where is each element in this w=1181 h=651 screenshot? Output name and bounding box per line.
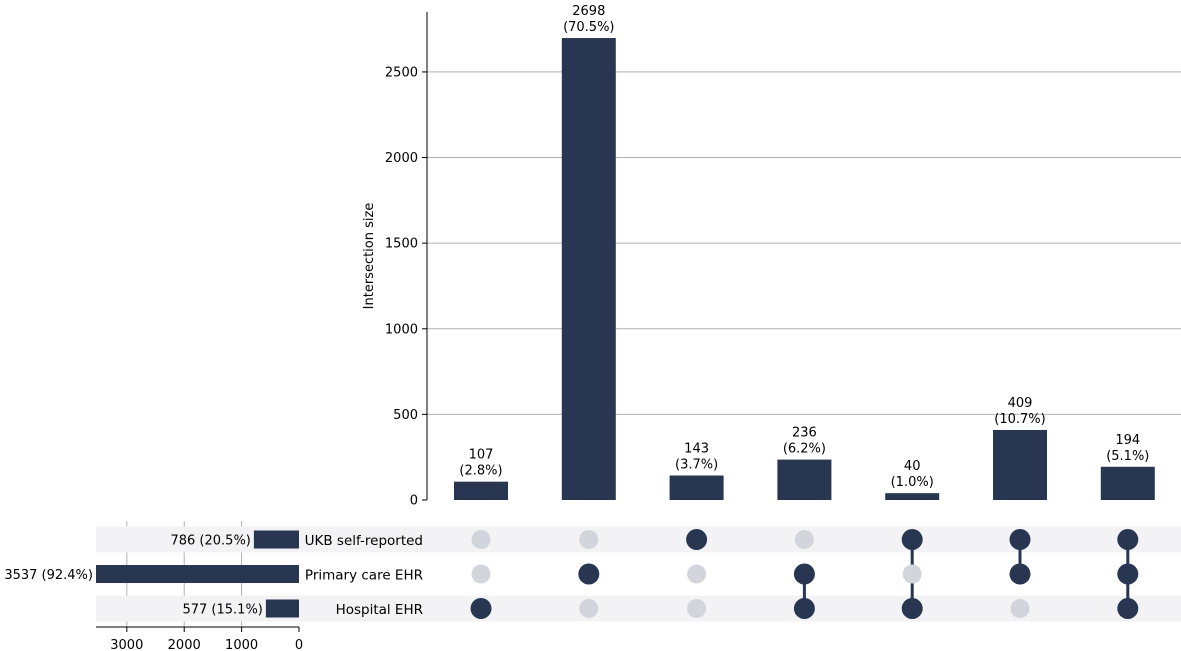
membership-dot-active — [1117, 529, 1139, 550]
membership-dot-inactive — [687, 599, 707, 618]
membership-dot-inactive — [687, 564, 707, 584]
intersection-bar — [454, 481, 508, 500]
membership-dot-active — [793, 563, 815, 585]
membership-dot-active — [1117, 563, 1139, 585]
intersection-count-label: 194 — [1115, 433, 1140, 448]
intersection-percent-label: (3.7%) — [675, 458, 718, 473]
set-size-label: 577 (15.1%) — [182, 603, 262, 618]
membership-dot-active — [686, 529, 708, 550]
membership-dot-active — [1117, 598, 1139, 619]
y-tick-label: 2500 — [385, 65, 418, 80]
membership-dot-active — [901, 529, 923, 550]
intersection-count-label: 409 — [1008, 396, 1033, 411]
intersection-count-label: 40 — [904, 459, 921, 474]
membership-dot-inactive — [794, 530, 814, 549]
y-tick-label: 0 — [410, 494, 418, 509]
y-tick-label: 500 — [393, 408, 418, 423]
membership-matrix — [470, 529, 1139, 619]
y-tick-label: 1000 — [385, 322, 418, 337]
intersection-percent-label: (70.5%) — [563, 20, 614, 35]
intersection-percent-label: (10.7%) — [994, 412, 1045, 427]
set-name-label: UKB self-reported — [305, 533, 423, 549]
membership-dot-inactive — [902, 564, 922, 584]
membership-dot-active — [470, 598, 492, 619]
intersection-count-label: 107 — [469, 448, 494, 463]
intersection-count-label: 2698 — [572, 4, 605, 19]
set-size-tick-label: 3000 — [110, 638, 143, 651]
intersection-percent-label: (5.1%) — [1106, 449, 1149, 464]
set-name-label: Primary care EHR — [305, 568, 423, 584]
membership-dot-inactive — [579, 599, 599, 618]
set-size-label: 3537 (92.4%) — [4, 568, 93, 583]
membership-dot-inactive — [579, 530, 599, 549]
set-size-label: 786 (20.5%) — [170, 534, 250, 549]
intersection-bar — [1100, 466, 1155, 500]
intersection-bars — [454, 38, 1155, 500]
intersection-percent-label: (1.0%) — [891, 475, 934, 490]
membership-dot-inactive — [471, 530, 491, 549]
set-size-bar — [96, 565, 299, 583]
set-size-tick-label: 1000 — [225, 638, 258, 651]
y-tick-label: 2000 — [385, 151, 418, 166]
set-size-bars — [96, 530, 299, 618]
intersection-count-label: 143 — [684, 442, 709, 457]
y-tick-label: 1500 — [385, 237, 418, 252]
membership-dot-active — [793, 598, 815, 619]
set-size-tick-label: 2000 — [168, 638, 201, 651]
labels: 0 500 1000 1500 2000 2500 3000 2000 1000 0 107(2.8… — [4, 4, 1149, 651]
intersection-bar — [669, 475, 724, 500]
intersection-percent-label: (6.2%) — [783, 442, 826, 457]
set-size-tick-label: 0 — [295, 638, 303, 651]
intersection-percent-label: (2.8%) — [459, 464, 502, 479]
intersection-bar — [777, 459, 832, 500]
membership-dot-inactive — [1010, 599, 1030, 618]
membership-dot-active — [1009, 529, 1031, 550]
y-axis-title: Intersection size — [362, 203, 377, 310]
intersection-bar — [885, 493, 940, 500]
membership-dot-active — [1009, 563, 1031, 585]
set-size-bar — [265, 599, 299, 618]
membership-dot-active — [578, 563, 600, 585]
membership-dot-inactive — [471, 564, 491, 584]
membership-dot-active — [901, 598, 923, 619]
axes — [96, 12, 428, 632]
intersection-bar — [561, 38, 616, 500]
intersection-count-label: 236 — [792, 426, 817, 441]
set-size-bar — [253, 530, 299, 549]
intersection-bar — [993, 429, 1047, 500]
set-name-label: Hospital EHR — [336, 602, 423, 618]
